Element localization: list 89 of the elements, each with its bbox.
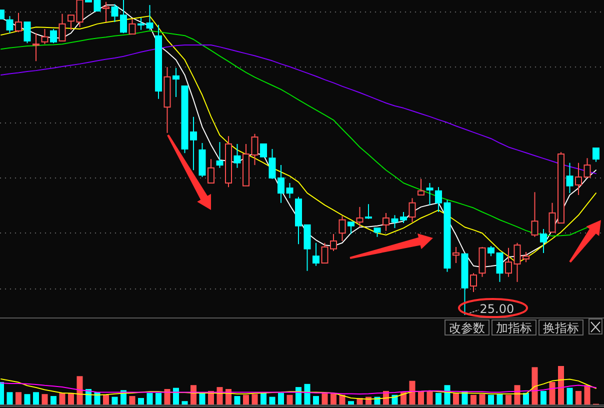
candlestick	[382, 212, 390, 232]
bar	[146, 392, 153, 405]
candlestick	[208, 158, 214, 184]
candlestick	[138, 17, 144, 30]
bar	[234, 396, 240, 405]
bar	[42, 394, 48, 405]
candlestick	[435, 186, 442, 212]
bar	[418, 390, 424, 405]
candlestick	[496, 252, 504, 282]
candlestick	[575, 162, 582, 196]
bar	[129, 396, 136, 405]
candlestick	[15, 12, 22, 33]
candlestick	[234, 143, 241, 168]
candlestick	[584, 158, 591, 178]
bar	[286, 394, 293, 405]
candlestick	[172, 68, 180, 98]
bar	[479, 394, 486, 405]
bar	[532, 367, 538, 405]
bar	[59, 392, 66, 405]
bar	[496, 394, 503, 405]
bar	[24, 394, 30, 405]
candlestick	[146, 4, 154, 30]
bar	[470, 394, 476, 405]
candlestick	[128, 18, 136, 35]
bar	[112, 396, 118, 405]
candlestick	[348, 222, 354, 235]
bar	[260, 392, 266, 405]
candlestick	[592, 148, 600, 162]
candlestick	[418, 178, 424, 196]
bar	[584, 385, 590, 405]
bar	[164, 389, 170, 405]
bar	[558, 366, 564, 405]
bar	[76, 376, 83, 405]
candlestick	[312, 242, 320, 266]
candlestick	[6, 16, 14, 34]
candlestick	[356, 206, 364, 228]
bar	[566, 388, 573, 405]
candlestick	[365, 204, 372, 220]
candlestick	[216, 142, 224, 168]
text: 换指标	[543, 321, 579, 335]
bar	[506, 394, 512, 405]
candlestick	[102, 1, 110, 23]
bar	[33, 392, 39, 405]
bar	[322, 392, 328, 405]
bar	[540, 390, 546, 405]
candlestick	[531, 192, 538, 238]
bar	[313, 396, 319, 405]
candlestick	[426, 182, 434, 206]
text: 加指标	[496, 321, 532, 335]
candlestick	[94, 0, 101, 12]
candlestick	[260, 143, 267, 158]
bar	[278, 392, 284, 405]
candlestick	[566, 162, 574, 194]
bar	[252, 394, 258, 405]
bar	[436, 392, 442, 405]
candlestick	[505, 247, 512, 278]
candlestick	[470, 272, 477, 293]
candlestick	[488, 246, 494, 257]
candlestick	[58, 13, 66, 42]
bar	[138, 398, 144, 405]
bar	[156, 392, 162, 405]
bar	[16, 392, 22, 405]
candlestick	[286, 182, 294, 199]
bar	[50, 396, 56, 405]
candlestick	[41, 28, 48, 45]
bar	[576, 390, 582, 405]
bar	[453, 392, 459, 405]
candlestick	[76, 0, 84, 28]
bar	[6, 392, 13, 405]
candlestick	[24, 22, 31, 44]
candlestick	[452, 246, 460, 264]
bar	[103, 394, 109, 405]
bar	[243, 394, 249, 405]
annotation: 25.00	[480, 302, 514, 316]
bar	[549, 382, 556, 405]
bar	[426, 390, 433, 405]
candlestick	[68, 14, 74, 30]
bar	[488, 394, 494, 405]
candlestick	[50, 28, 57, 44]
candlestick	[540, 228, 547, 254]
bar	[409, 380, 416, 405]
bar	[304, 384, 310, 405]
candlestick	[304, 224, 311, 272]
candlestick	[32, 32, 40, 62]
bar	[269, 396, 276, 405]
candlestick	[338, 216, 346, 242]
text: 改参数	[449, 321, 485, 335]
candlestick	[408, 198, 416, 223]
candlestick	[251, 133, 258, 166]
